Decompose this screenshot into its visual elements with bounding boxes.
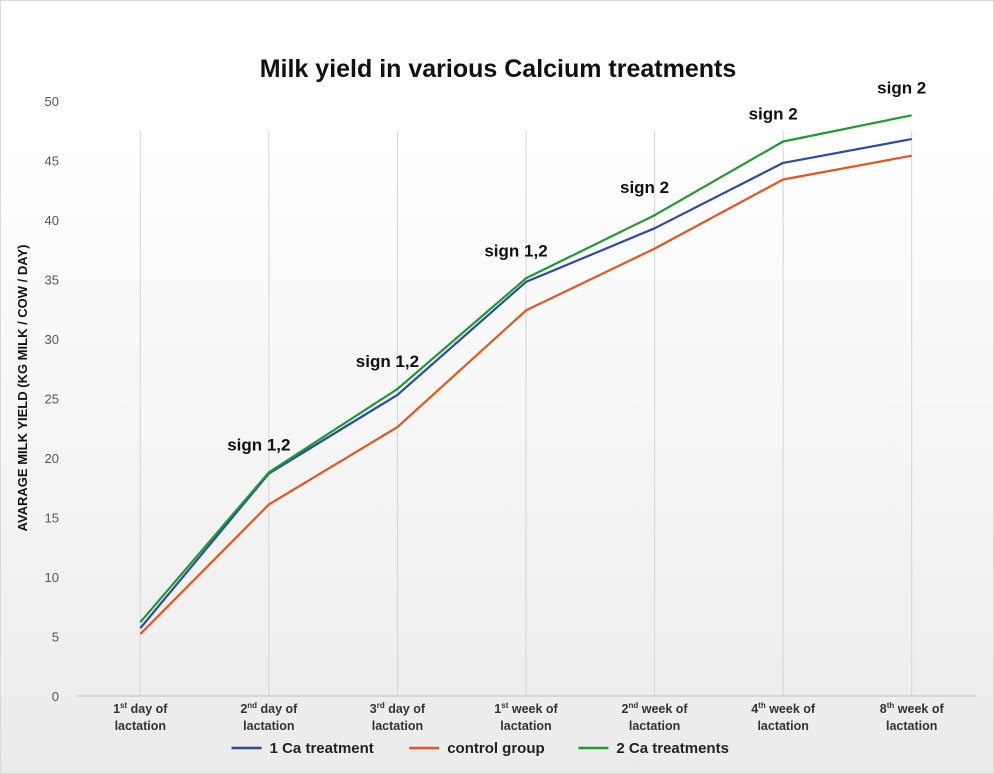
annotation-label: sign 2 [877, 78, 926, 97]
x-tick-label: 1st day of [113, 701, 168, 716]
x-tick-label-line2: lactation [629, 719, 680, 733]
legend: 1 Ca treatment control group 2 Ca treatmen… [231, 740, 729, 757]
annotation-label: sign 1,2 [356, 352, 419, 371]
x-tick-label: 2nd day of [240, 701, 298, 716]
y-tick-label: 0 [52, 689, 59, 704]
y-tick-label: 15 [45, 511, 59, 526]
y-axis-label: AVARAGE MILK YIELD (KG MILK / COW / DAY) [15, 245, 30, 532]
legend-label: 2 Ca treatments [616, 740, 729, 757]
legend-label: 1 Ca treatment [270, 740, 374, 757]
series-line-control-group [139, 154, 912, 635]
series-line-2-ca-treatments [139, 114, 912, 623]
y-tick-label: 35 [45, 273, 59, 288]
significance-annotations: sign 1,2 sign 1,2 sign 1,2 sign 2 sign 2 sign… [227, 78, 926, 454]
x-tick-label-line2: lactation [886, 719, 937, 733]
annotation-label: sign 2 [749, 104, 798, 123]
x-tick-label: 1st week of [494, 701, 558, 716]
legend-label: control group [447, 740, 545, 757]
y-tick-label: 30 [45, 332, 59, 347]
y-tick-labels: 0 5 10 15 20 25 30 35 40 45 50 [45, 94, 59, 704]
x-tick-label-line2: lactation [500, 719, 551, 733]
x-tick-label-line2: lactation [372, 719, 423, 733]
y-tick-label: 20 [45, 451, 59, 466]
x-tick-label: 3rd day of [370, 701, 426, 716]
y-tick-label: 5 [52, 630, 59, 645]
annotation-label: sign 1,2 [484, 241, 547, 260]
y-tick-label: 40 [45, 213, 59, 228]
x-tick-label: 8th week of [880, 701, 945, 716]
y-tick-label: 50 [45, 94, 59, 109]
series-lines [139, 114, 912, 635]
x-tick-label: 2nd week of [622, 701, 689, 716]
annotation-label: sign 1,2 [227, 435, 290, 454]
x-tick-label: 4th week of [751, 701, 816, 716]
y-tick-label: 45 [45, 154, 59, 169]
y-tick-label: 10 [45, 570, 59, 585]
y-tick-label: 25 [45, 392, 59, 407]
annotation-label: sign 2 [620, 178, 669, 197]
x-tick-labels: 1st day of lactation 2nd day of lactation 3r… [113, 701, 944, 733]
grid-lines [139, 131, 913, 696]
x-tick-label-line2: lactation [115, 719, 166, 733]
chart-title: Milk yield in various Calcium treatments [260, 55, 737, 83]
x-tick-label-line2: lactation [243, 719, 294, 733]
x-tick-label-line2: lactation [757, 719, 808, 733]
